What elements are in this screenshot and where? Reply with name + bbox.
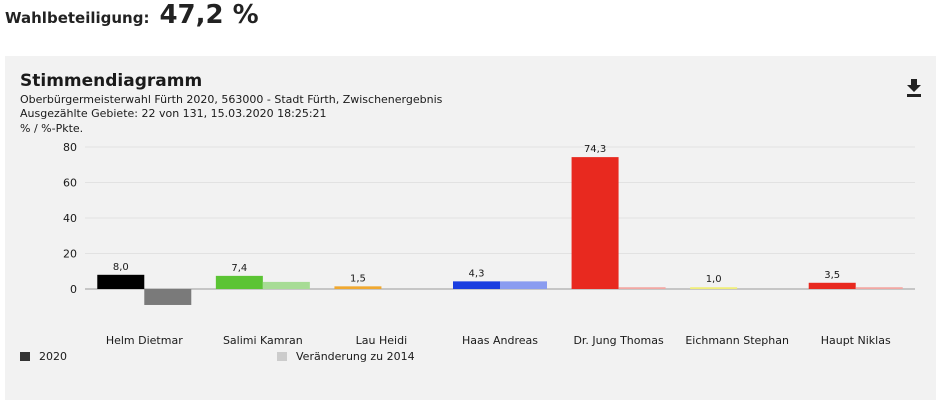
bar-value-label: 1,0 <box>706 274 722 285</box>
y-axis-label: % / %-Pkte. <box>20 122 83 135</box>
bar-value-label: 4,3 <box>469 268 485 279</box>
turnout-summary: Wahlbeteiligung: 47,2 % <box>5 0 259 36</box>
turnout-label: Wahlbeteiligung: <box>5 9 150 27</box>
bar-value-label: 3,5 <box>824 270 840 281</box>
bar-change-2014 <box>855 287 903 289</box>
bar-change-2014 <box>618 287 666 289</box>
x-category-label: Lau Heidi <box>356 334 407 347</box>
vote-chart-panel: Stimmendiagramm Oberbürgermeisterwahl Fü… <box>5 56 936 400</box>
x-category-label: Haupt Niklas <box>821 334 891 347</box>
bar-value-label: 1,5 <box>350 273 366 284</box>
legend-item-2020: 2020 <box>20 350 67 363</box>
x-category-label: Salimi Kamran <box>223 334 303 347</box>
legend-item-change: Veränderung zu 2014 <box>277 350 415 363</box>
bar-2020 <box>453 281 500 289</box>
bar-2020 <box>334 286 382 289</box>
chart-title: Stimmendiagramm <box>20 71 203 91</box>
bar-2020 <box>690 287 738 289</box>
legend-label-change: Veränderung zu 2014 <box>296 350 415 363</box>
bar-value-label: 74,3 <box>584 144 606 155</box>
chart-subtitle: Oberbürgermeisterwahl Fürth 2020, 563000… <box>20 93 443 106</box>
bar-value-label: 7,4 <box>231 263 247 274</box>
x-category-label: Eichmann Stephan <box>685 334 789 347</box>
bar-change-2014 <box>144 289 192 305</box>
bar-2020 <box>215 275 263 289</box>
x-category-label: Haas Andreas <box>462 334 538 347</box>
y-tick-label: 20 <box>63 248 77 261</box>
y-tick-label: 80 <box>63 141 77 154</box>
x-category-label: Helm Dietmar <box>106 334 183 347</box>
bar-change-2014 <box>500 281 547 289</box>
legend-swatch-2020 <box>20 352 30 361</box>
chart-counted-areas: Ausgezählte Gebiete: 22 von 131, 15.03.2… <box>20 107 327 120</box>
legend-swatch-change <box>277 352 287 361</box>
legend-label-2020: 2020 <box>39 350 67 363</box>
x-category-label: Dr. Jung Thomas <box>573 334 664 347</box>
bar-change-2014 <box>262 281 310 289</box>
y-tick-label: 40 <box>63 212 77 225</box>
bar-2020 <box>97 274 145 289</box>
bar-2020 <box>571 157 619 289</box>
bar-value-label: 8,0 <box>113 262 129 273</box>
turnout-value: 47,2 % <box>159 0 259 30</box>
y-tick-label: 60 <box>63 177 77 190</box>
download-icon[interactable] <box>906 78 922 98</box>
y-tick-label: 0 <box>70 283 77 296</box>
bar-2020 <box>808 282 856 289</box>
bar-chart: % / %-Pkte. 0 20 40 60 80 8,0 Helm Dietmar 7,4 Sa… <box>20 122 915 347</box>
